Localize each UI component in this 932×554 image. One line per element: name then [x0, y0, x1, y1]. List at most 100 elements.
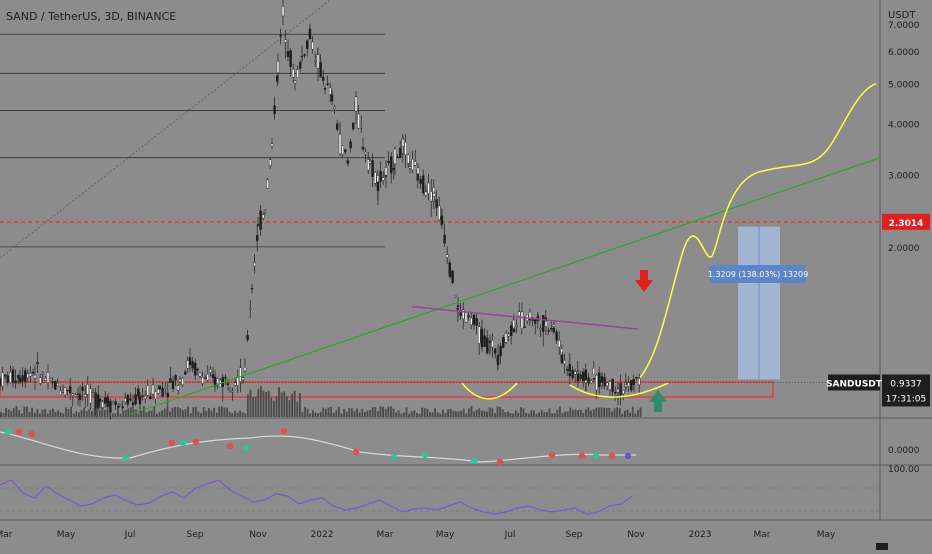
candle-body — [126, 394, 130, 405]
volume-bar — [530, 410, 533, 417]
candle-body — [494, 348, 497, 354]
candle-body — [414, 161, 417, 166]
time-axis-marker — [876, 543, 888, 550]
y-tick-label: 4.0000 — [888, 120, 920, 130]
candle-body — [361, 146, 365, 150]
volume-bar — [241, 412, 244, 417]
candle-body — [555, 331, 558, 341]
candle-body — [539, 328, 542, 330]
candle-body — [281, 6, 285, 17]
indicator-line — [0, 431, 636, 463]
candle-body — [76, 393, 80, 395]
volume-bar — [28, 412, 31, 417]
volume-bar — [226, 407, 228, 417]
volume-bar — [179, 408, 182, 417]
candle-body — [306, 40, 309, 49]
volume-bar — [509, 412, 512, 417]
indicator-dot — [280, 427, 288, 435]
volume-bar — [345, 411, 348, 417]
volume-bar — [156, 413, 158, 417]
up-arrow-icon — [649, 390, 667, 412]
volume-bar — [140, 410, 143, 417]
candle-body — [424, 191, 428, 196]
candle-body — [558, 340, 561, 348]
volume-bar — [486, 411, 488, 417]
candle-body — [333, 106, 336, 109]
candle-body — [316, 54, 320, 69]
candle-body — [635, 376, 638, 379]
volume-bar — [0, 411, 2, 417]
volume-bar — [33, 412, 36, 417]
candle-body — [550, 328, 553, 330]
candle-body — [29, 373, 32, 377]
volume-bar — [195, 407, 197, 417]
volume-bar — [210, 410, 213, 417]
candle-body — [419, 179, 422, 184]
indicator-dot — [28, 430, 36, 438]
volume-bar — [304, 406, 306, 417]
candle-body — [352, 122, 355, 130]
volume-bar — [5, 407, 7, 417]
volume-bar — [543, 412, 546, 417]
volume-bar — [122, 411, 124, 417]
volume-bar — [10, 411, 13, 417]
volume-bar — [540, 410, 543, 417]
volume-bar — [2, 413, 5, 417]
candle-body — [109, 400, 112, 413]
volume-bar — [262, 390, 265, 417]
volume-bar — [301, 412, 304, 417]
volume-bar — [213, 407, 215, 417]
indicator-dot — [496, 458, 504, 466]
candle-body — [0, 378, 2, 387]
candle-body — [349, 141, 352, 149]
candle-body — [103, 397, 107, 404]
candle-body — [3, 374, 7, 377]
volume-bar — [348, 407, 351, 417]
candle-body — [382, 177, 385, 181]
candle-body — [592, 378, 596, 380]
projection-curve — [639, 82, 877, 379]
volume-bar — [36, 409, 39, 417]
volume-bar — [286, 396, 288, 417]
candle-body — [98, 398, 102, 402]
volume-bar — [499, 407, 501, 417]
candle-body — [158, 385, 162, 390]
candle-body — [118, 401, 122, 404]
candle-body — [592, 367, 595, 375]
resistance-price-label: 2.3014 — [889, 219, 924, 229]
volume-bar — [174, 407, 176, 417]
candle-body — [259, 210, 262, 230]
volume-bar — [551, 413, 553, 417]
candle-body — [9, 372, 12, 384]
volume-bar — [135, 409, 137, 417]
candle-body — [330, 94, 334, 102]
volume-bar — [587, 407, 590, 417]
volume-bar — [114, 413, 117, 417]
candle-body — [376, 182, 380, 192]
volume-bar — [452, 410, 455, 417]
x-tick-label: Sep — [566, 530, 583, 540]
candle-body — [478, 326, 481, 344]
volume-bar — [218, 406, 221, 417]
candle-body — [528, 312, 532, 319]
candle-body — [250, 288, 254, 290]
candle-body — [78, 394, 82, 400]
volume-bar — [473, 411, 475, 417]
candle-body — [371, 160, 374, 177]
volume-bar — [585, 409, 587, 417]
volume-bar — [96, 407, 98, 417]
volume-bar — [150, 410, 153, 417]
candle-body — [518, 311, 521, 316]
volume-bar — [137, 413, 140, 417]
volume-bar — [59, 412, 62, 417]
volume-bar — [494, 413, 496, 417]
volume-bar — [176, 406, 179, 417]
candle-body — [611, 378, 614, 392]
volume-bar — [504, 412, 507, 417]
volume-bar — [252, 396, 254, 417]
volume-bar — [478, 408, 481, 417]
volume-bar — [291, 393, 293, 417]
volume-bar — [265, 392, 267, 417]
